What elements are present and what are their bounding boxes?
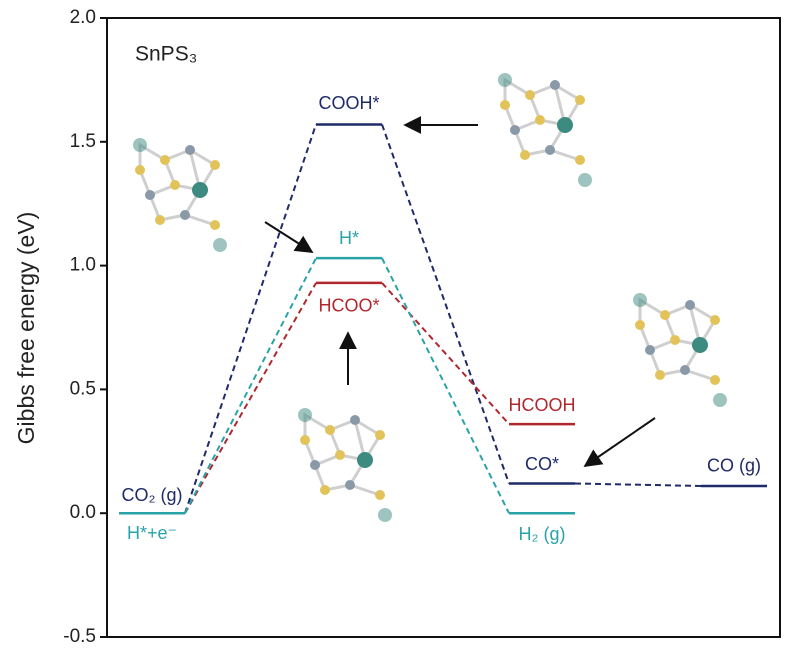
level-label: CO₂ (g) <box>122 485 183 505</box>
level-label: H₂ (g) <box>519 524 566 544</box>
connector <box>381 282 510 425</box>
y-tick-label: 1.0 <box>70 255 96 276</box>
connector <box>574 482 702 487</box>
y-tick-label: 2.0 <box>70 7 96 28</box>
level-label: CO* <box>525 454 559 474</box>
y-tick-label: 0.0 <box>70 502 96 523</box>
molecule-illustrations <box>131 71 729 524</box>
y-tick-label: 0.5 <box>70 378 96 399</box>
y-tick-label: 1.5 <box>70 131 96 152</box>
chart-title: SnPS₃ <box>135 43 197 66</box>
level-label: H* <box>339 228 359 248</box>
connector <box>184 282 317 514</box>
level-label: HCOO* <box>318 296 379 316</box>
level-label: HCOOH <box>509 395 576 415</box>
level-label: CO (g) <box>707 456 761 476</box>
connector <box>184 124 317 514</box>
y-tick-label: -0.5 <box>63 626 96 647</box>
y-axis-label: Gibbs free energy (eV) <box>13 212 39 445</box>
plot-frame <box>106 17 781 638</box>
level-label: COOH* <box>318 93 379 113</box>
connector <box>381 124 510 484</box>
connector <box>381 257 510 514</box>
connector <box>184 257 317 514</box>
arrows <box>264 116 656 468</box>
level-label: H*+e⁻ <box>127 523 177 543</box>
